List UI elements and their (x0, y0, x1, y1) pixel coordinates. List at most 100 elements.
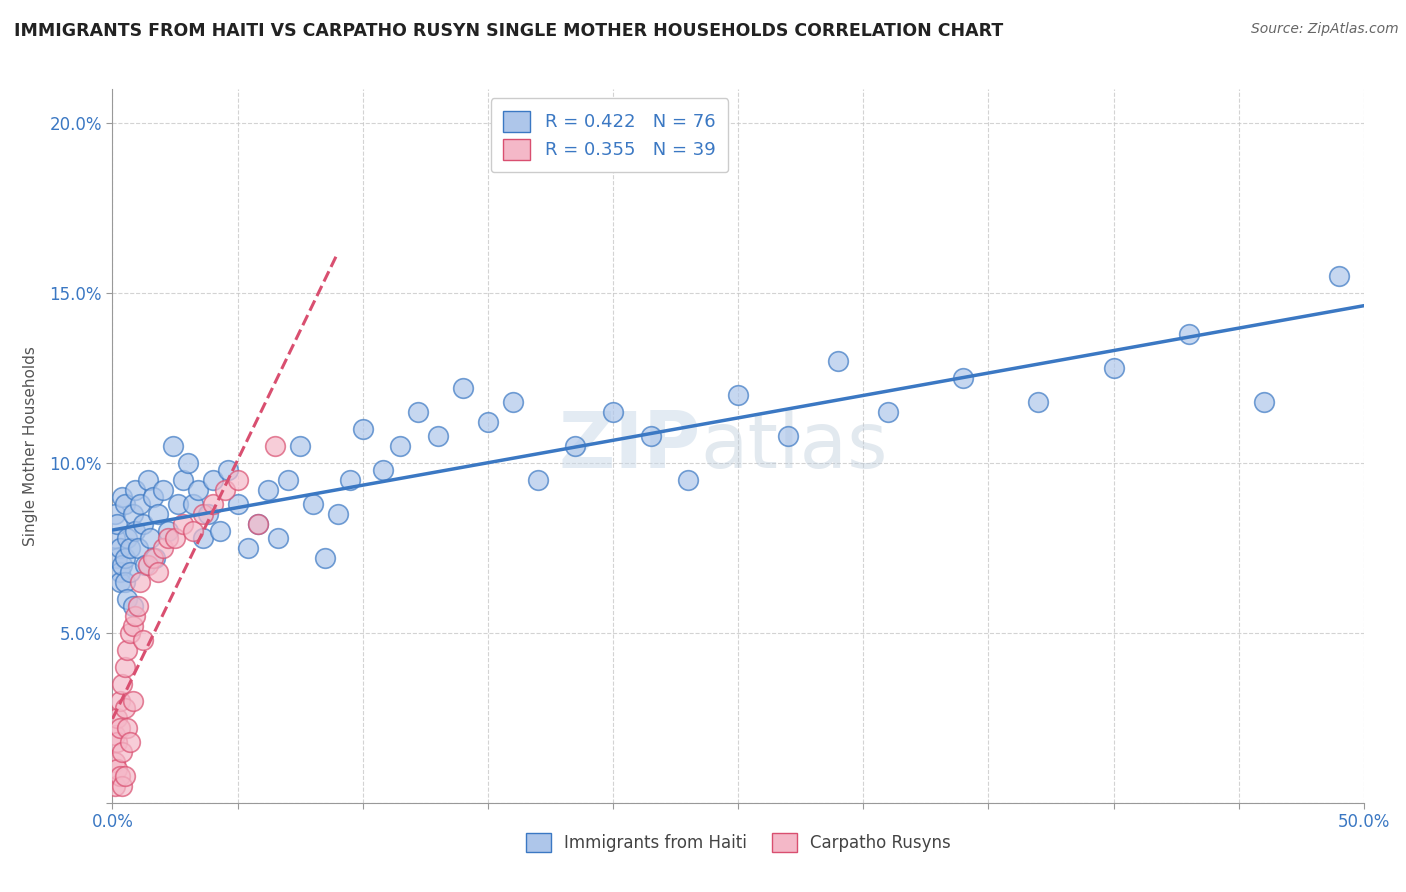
Point (114, 700, 136, 714)
Point (877, 405, 900, 419)
Point (727, 388, 749, 402)
Point (191, 531, 214, 545)
Point (176, 456, 198, 470)
Point (371, 463, 394, 477)
Point (181, 497, 204, 511)
Point (129, 497, 152, 511)
Point (127, 541, 149, 555)
Legend: Immigrants from Haiti, Carpatho Rusyns: Immigrants from Haiti, Carpatho Rusyns (519, 826, 957, 859)
Text: atlas: atlas (700, 408, 889, 484)
Point (301, 497, 323, 511)
Point (172, 517, 194, 532)
Point (111, 558, 134, 572)
Point (107, 551, 129, 566)
Point (246, 517, 269, 532)
Point (111, 779, 134, 793)
Point (107, 762, 129, 776)
Point (191, 507, 214, 521)
Point (134, 558, 156, 572)
Point (104, 755, 127, 769)
Point (111, 745, 134, 759)
Point (181, 524, 204, 538)
Point (111, 677, 134, 691)
Point (152, 541, 174, 555)
Point (197, 507, 219, 521)
Point (107, 517, 129, 532)
Point (146, 507, 169, 521)
Point (339, 473, 361, 487)
Point (141, 551, 163, 566)
Point (156, 531, 179, 545)
Point (108, 565, 131, 579)
Point (118, 734, 141, 748)
Point (143, 551, 166, 566)
Point (236, 541, 259, 555)
Point (314, 551, 336, 566)
Point (326, 507, 349, 521)
Point (172, 473, 194, 487)
Point (117, 643, 139, 657)
Point (256, 483, 278, 498)
Point (451, 381, 474, 395)
Point (118, 626, 141, 640)
Point (136, 558, 159, 572)
Point (139, 531, 162, 545)
Point (502, 394, 524, 409)
Point (114, 769, 136, 783)
Point (118, 541, 141, 555)
Point (1327, 269, 1350, 284)
Point (290, 439, 312, 453)
Point (131, 517, 153, 532)
Point (527, 473, 550, 487)
Point (117, 721, 139, 735)
Point (163, 531, 186, 545)
Point (602, 405, 624, 419)
Point (114, 660, 136, 674)
Point (162, 439, 184, 453)
Text: ZIP: ZIP (558, 408, 700, 484)
Y-axis label: Single Mother Households: Single Mother Households (24, 346, 38, 546)
Point (1253, 394, 1275, 409)
Point (1102, 360, 1125, 375)
Point (108, 769, 131, 783)
Point (187, 483, 209, 498)
Point (201, 473, 224, 487)
Point (266, 531, 288, 545)
Point (117, 591, 139, 606)
Point (827, 354, 849, 368)
Point (108, 721, 131, 735)
Point (121, 599, 143, 613)
Point (226, 497, 249, 511)
Point (477, 415, 499, 429)
Point (117, 531, 139, 545)
Point (226, 473, 249, 487)
Point (201, 497, 224, 511)
Point (114, 497, 136, 511)
Point (104, 779, 127, 793)
Point (136, 473, 159, 487)
Point (121, 694, 143, 708)
Point (640, 429, 662, 443)
Point (406, 405, 429, 419)
Point (214, 483, 236, 498)
Point (121, 619, 143, 633)
Point (111, 490, 134, 504)
Point (166, 497, 188, 511)
Point (124, 524, 146, 538)
Point (118, 565, 141, 579)
Point (152, 483, 174, 498)
Point (107, 711, 129, 725)
Point (389, 439, 412, 453)
Point (264, 439, 287, 453)
Text: IMMIGRANTS FROM HAITI VS CARPATHO RUSYN SINGLE MOTHER HOUSEHOLDS CORRELATION CHA: IMMIGRANTS FROM HAITI VS CARPATHO RUSYN … (14, 22, 1004, 40)
Point (127, 599, 149, 613)
Point (277, 473, 299, 487)
Point (1028, 394, 1050, 409)
Point (114, 551, 136, 566)
Point (352, 422, 374, 436)
Point (952, 371, 974, 385)
Point (217, 463, 239, 477)
Point (1177, 326, 1199, 341)
Point (108, 541, 131, 555)
Point (129, 574, 152, 589)
